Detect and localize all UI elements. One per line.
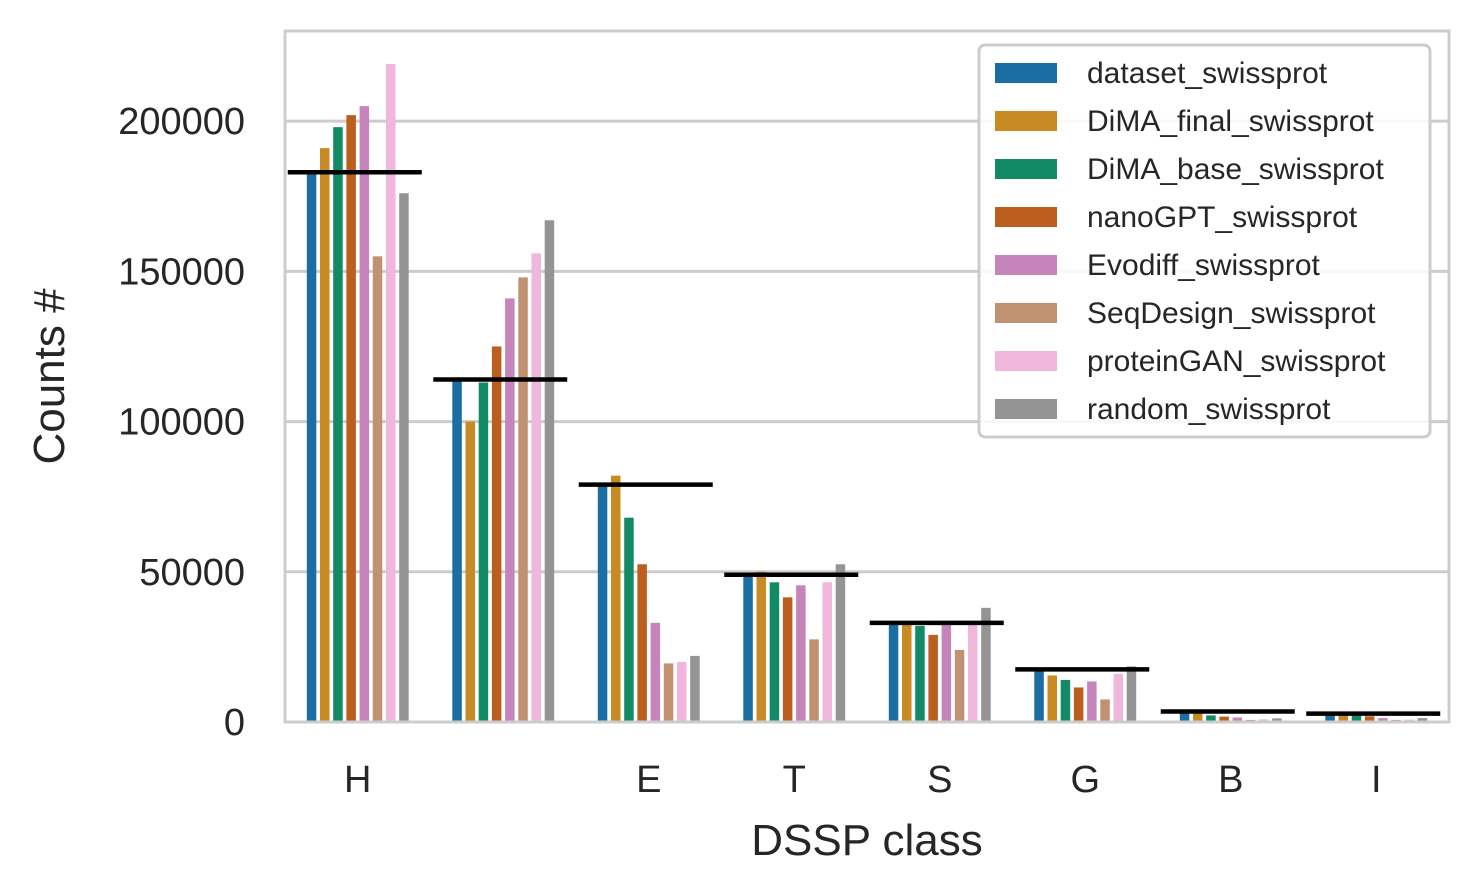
reference-lines [287, 169, 1441, 716]
x-tick-label: T [783, 759, 806, 801]
bar [650, 622, 661, 722]
bar [386, 64, 396, 722]
bar [1073, 687, 1084, 722]
bar [1338, 714, 1348, 722]
bar [372, 256, 383, 722]
y-axis-label: Counts # [25, 288, 74, 465]
legend-swatch [995, 351, 1057, 371]
bar [597, 484, 608, 722]
legend-swatch [995, 399, 1057, 419]
bar [954, 649, 965, 722]
bar [1206, 715, 1216, 722]
x-tick-label: S [927, 759, 952, 801]
bar [505, 298, 515, 722]
bar [465, 421, 475, 722]
bar [1126, 666, 1137, 722]
x-tick-label: G [1070, 759, 1100, 801]
bar [320, 148, 330, 723]
legend: dataset_swissprot DiMA_final_swissprot DiM… [977, 43, 1432, 439]
bar [359, 106, 370, 722]
bar [902, 624, 912, 722]
bar [1100, 699, 1110, 722]
bar [1193, 712, 1203, 722]
y-tick-label: 100000 [118, 402, 245, 444]
legend-swatch [995, 159, 1057, 179]
bar [1219, 716, 1229, 722]
x-tick-label: E [636, 759, 661, 801]
bar [782, 597, 793, 722]
bar [399, 193, 409, 722]
bar [1272, 718, 1282, 722]
bar [1087, 681, 1097, 722]
bar [478, 382, 489, 722]
y-tick-label: 150000 [118, 251, 245, 293]
legend-label: DiMA_base_swissprot [1087, 153, 1384, 186]
legend-frame [977, 43, 1432, 439]
bar [1060, 679, 1071, 722]
legend-label: dataset_swissprot [1087, 57, 1328, 90]
bar [491, 346, 502, 722]
bar [544, 220, 555, 722]
x-axis-label: DSSP class [751, 816, 983, 865]
bar [968, 624, 978, 722]
bar [796, 585, 806, 722]
bar [518, 277, 528, 722]
bar [346, 115, 356, 722]
legend-swatch [995, 207, 1057, 227]
bar [452, 379, 462, 722]
legend-swatch [995, 111, 1057, 131]
x-tick-label: H [344, 759, 371, 801]
bar [690, 655, 700, 722]
bar [1325, 713, 1335, 722]
plot-frame [283, 29, 1451, 724]
bar [822, 582, 832, 722]
bar [531, 253, 541, 723]
bars [306, 64, 1428, 723]
legend-swatch [995, 63, 1057, 83]
bar [888, 622, 899, 722]
bar [835, 564, 846, 722]
bar [1047, 675, 1057, 722]
legend-label: proteinGAN_swissprot [1087, 345, 1386, 378]
legend-label: nanoGPT_swissprot [1087, 201, 1358, 234]
bar [941, 622, 952, 722]
bar [1034, 669, 1044, 722]
y-tick-label: 200000 [118, 101, 245, 143]
bar [809, 639, 819, 722]
legend-label: SeqDesign_swissprot [1087, 297, 1376, 330]
x-tick-label: B [1218, 759, 1243, 801]
y-tick-label: 0 [224, 702, 245, 744]
legend-swatch [995, 255, 1057, 275]
bar [677, 661, 687, 722]
bar [637, 564, 647, 722]
bar [769, 582, 780, 722]
bar [915, 625, 925, 722]
bar [1232, 717, 1243, 722]
bar [928, 634, 938, 722]
bar [981, 607, 991, 722]
x-tick-label: I [1371, 759, 1382, 801]
bar [1179, 711, 1190, 722]
bar [1364, 716, 1375, 722]
y-tick-labels: 0 50000 100000 150000 200000 [118, 101, 245, 744]
legend-label: DiMA_final_swissprot [1087, 105, 1374, 138]
bar [743, 574, 753, 722]
bar [1417, 718, 1428, 722]
y-tick-label: 50000 [139, 552, 245, 594]
bar [663, 663, 674, 722]
legend-label: Evodiff_swissprot [1087, 249, 1321, 282]
legend-swatch [995, 303, 1057, 323]
bar [1113, 673, 1123, 722]
bar [624, 517, 634, 722]
bar [333, 127, 343, 722]
bar [1378, 718, 1388, 722]
legend-label: random_swissprot [1087, 393, 1331, 426]
bar [756, 571, 766, 722]
bar [306, 172, 317, 722]
bar [1351, 715, 1362, 722]
bar [611, 475, 621, 722]
